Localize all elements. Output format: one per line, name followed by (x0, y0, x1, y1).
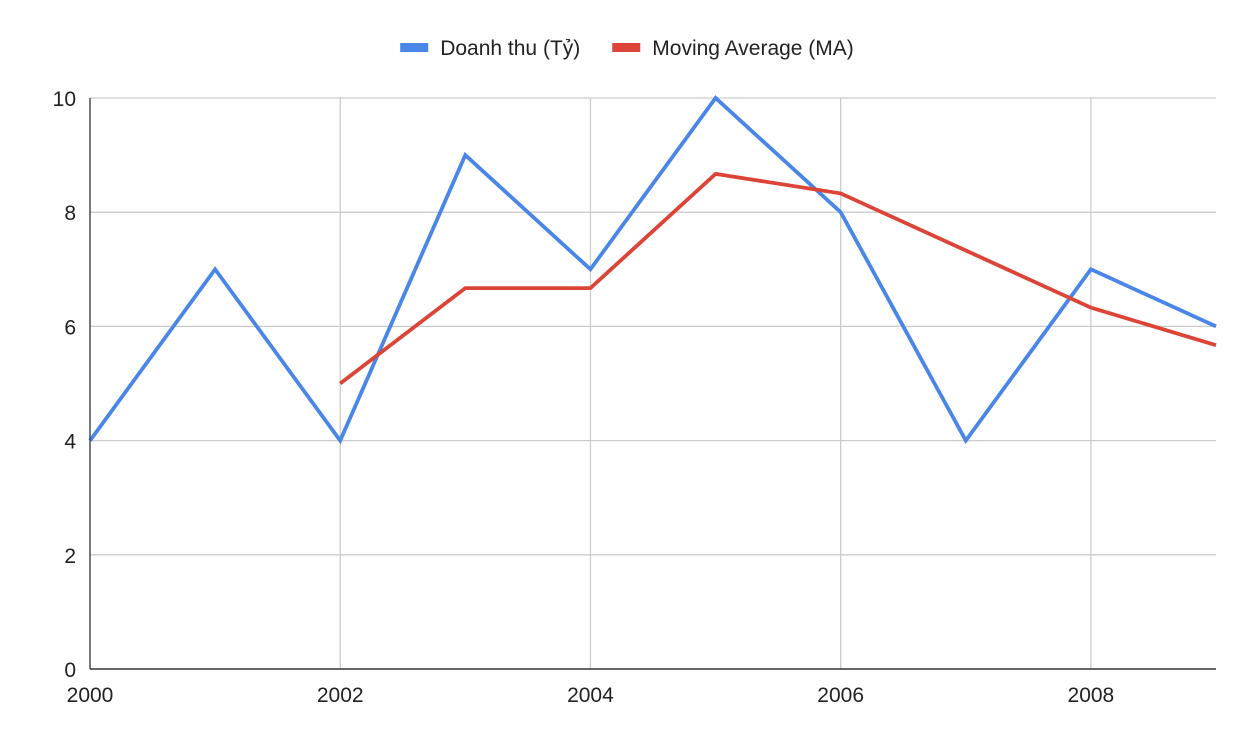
y-tick-label: 4 (64, 431, 76, 454)
legend-item: Doanh thu (Tỷ) (400, 37, 580, 60)
y-tick-label: 2 (64, 545, 76, 568)
series-line-doanh-thu (88, 95, 1217, 445)
legend-label: Doanh thu (Tỷ) (440, 37, 580, 60)
y-tick-label: 10 (53, 88, 76, 111)
legend-item: Moving Average (MA) (612, 37, 854, 60)
x-tick-label: 2008 (1068, 684, 1115, 707)
x-tick-label: 2004 (567, 684, 614, 707)
series-lines (88, 95, 1217, 445)
x-tick-label: 2006 (817, 684, 864, 707)
x-tick-label: 2000 (67, 684, 114, 707)
axes: 0 2 4 6 8 10 2000 2002 2004 2006 2008 (53, 88, 1216, 707)
legend-swatch (400, 43, 429, 52)
y-tick-label: 0 (64, 659, 76, 682)
y-tick-label: 8 (64, 202, 76, 225)
legend-label: Moving Average (MA) (652, 37, 854, 60)
x-tick-label: 2002 (317, 684, 364, 707)
legend-swatch (612, 43, 641, 52)
legend: Doanh thu (Tỷ) Moving Average (MA) (400, 37, 854, 60)
series-line-moving-average (339, 171, 1217, 386)
y-tick-label: 6 (64, 316, 76, 339)
